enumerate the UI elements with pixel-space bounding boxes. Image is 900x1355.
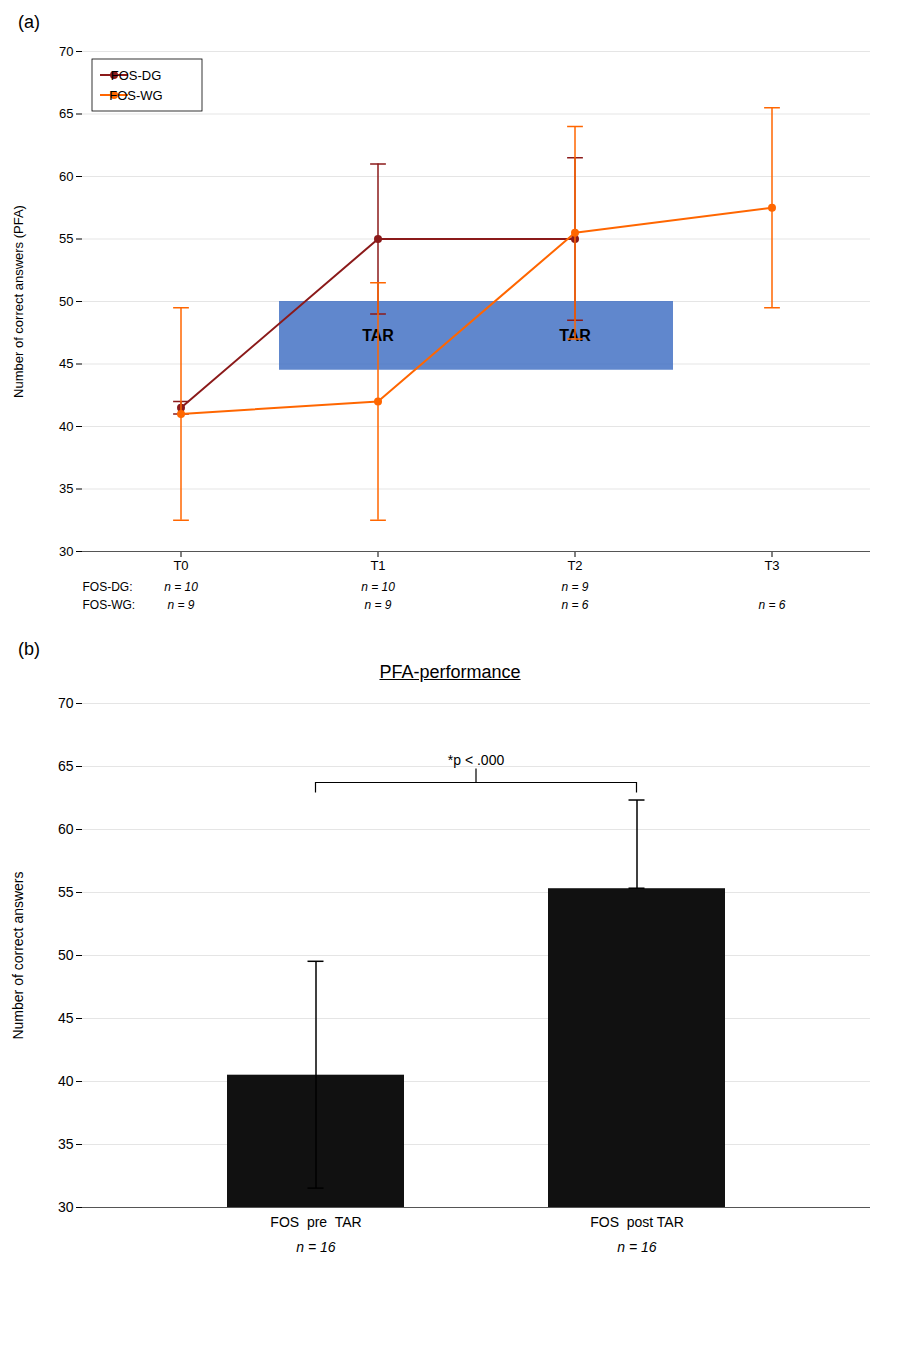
svg-text:60: 60 bbox=[58, 821, 74, 837]
svg-text:n = 9: n = 9 bbox=[364, 598, 391, 612]
svg-text:40: 40 bbox=[58, 1073, 74, 1089]
svg-text:TAR: TAR bbox=[559, 327, 591, 344]
svg-text:n = 6: n = 6 bbox=[561, 598, 588, 612]
svg-text:FOS-DG:: FOS-DG: bbox=[83, 580, 133, 594]
html-text:(a): (a) bbox=[18, 12, 40, 32]
svg-text:Number of correct answers (PFA: Number of correct answers (PFA) bbox=[11, 205, 26, 398]
svg-text:TAR: TAR bbox=[362, 327, 394, 344]
svg-text:FOS pre TAR: FOS pre TAR bbox=[270, 1214, 361, 1230]
svg-text:70: 70 bbox=[58, 695, 74, 711]
svg-text:T0: T0 bbox=[173, 558, 188, 573]
svg-text:Number of correct answers: Number of correct answers bbox=[10, 871, 26, 1039]
svg-text:35: 35 bbox=[59, 481, 73, 496]
svg-text:n = 16: n = 16 bbox=[296, 1239, 336, 1255]
svg-text:35: 35 bbox=[58, 1136, 74, 1152]
svg-text:T1: T1 bbox=[370, 558, 385, 573]
svg-text:30: 30 bbox=[59, 544, 73, 559]
svg-text:40: 40 bbox=[59, 419, 73, 434]
svg-text:n = 16: n = 16 bbox=[617, 1239, 657, 1255]
svg-text:*p < .000: *p < .000 bbox=[448, 752, 505, 768]
svg-text:65: 65 bbox=[58, 758, 74, 774]
svg-text:n = 9: n = 9 bbox=[167, 598, 194, 612]
svg-text:60: 60 bbox=[59, 169, 73, 184]
html-text:(b): (b) bbox=[18, 639, 40, 659]
svg-text:FOS-WG:: FOS-WG: bbox=[83, 598, 136, 612]
svg-text:70: 70 bbox=[59, 44, 73, 59]
svg-text:45: 45 bbox=[59, 356, 73, 371]
svg-text:T3: T3 bbox=[764, 558, 779, 573]
svg-text:50: 50 bbox=[58, 947, 74, 963]
svg-text:FOS post TAR: FOS post TAR bbox=[590, 1214, 684, 1230]
html-text:PFA-performance: PFA-performance bbox=[379, 662, 521, 682]
svg-text:45: 45 bbox=[58, 1010, 74, 1026]
svg-text:FOS-WG: FOS-WG bbox=[109, 88, 162, 103]
svg-text:n = 6: n = 6 bbox=[758, 598, 785, 612]
svg-text:30: 30 bbox=[58, 1199, 74, 1215]
svg-text:50: 50 bbox=[59, 294, 73, 309]
svg-text:65: 65 bbox=[59, 106, 73, 121]
svg-text:55: 55 bbox=[58, 884, 74, 900]
svg-text:n = 10: n = 10 bbox=[164, 580, 198, 594]
svg-text:FOS-DG: FOS-DG bbox=[111, 68, 162, 83]
svg-text:55: 55 bbox=[59, 231, 73, 246]
svg-text:n = 10: n = 10 bbox=[361, 580, 395, 594]
svg-text:n = 9: n = 9 bbox=[561, 580, 588, 594]
svg-text:T2: T2 bbox=[567, 558, 582, 573]
